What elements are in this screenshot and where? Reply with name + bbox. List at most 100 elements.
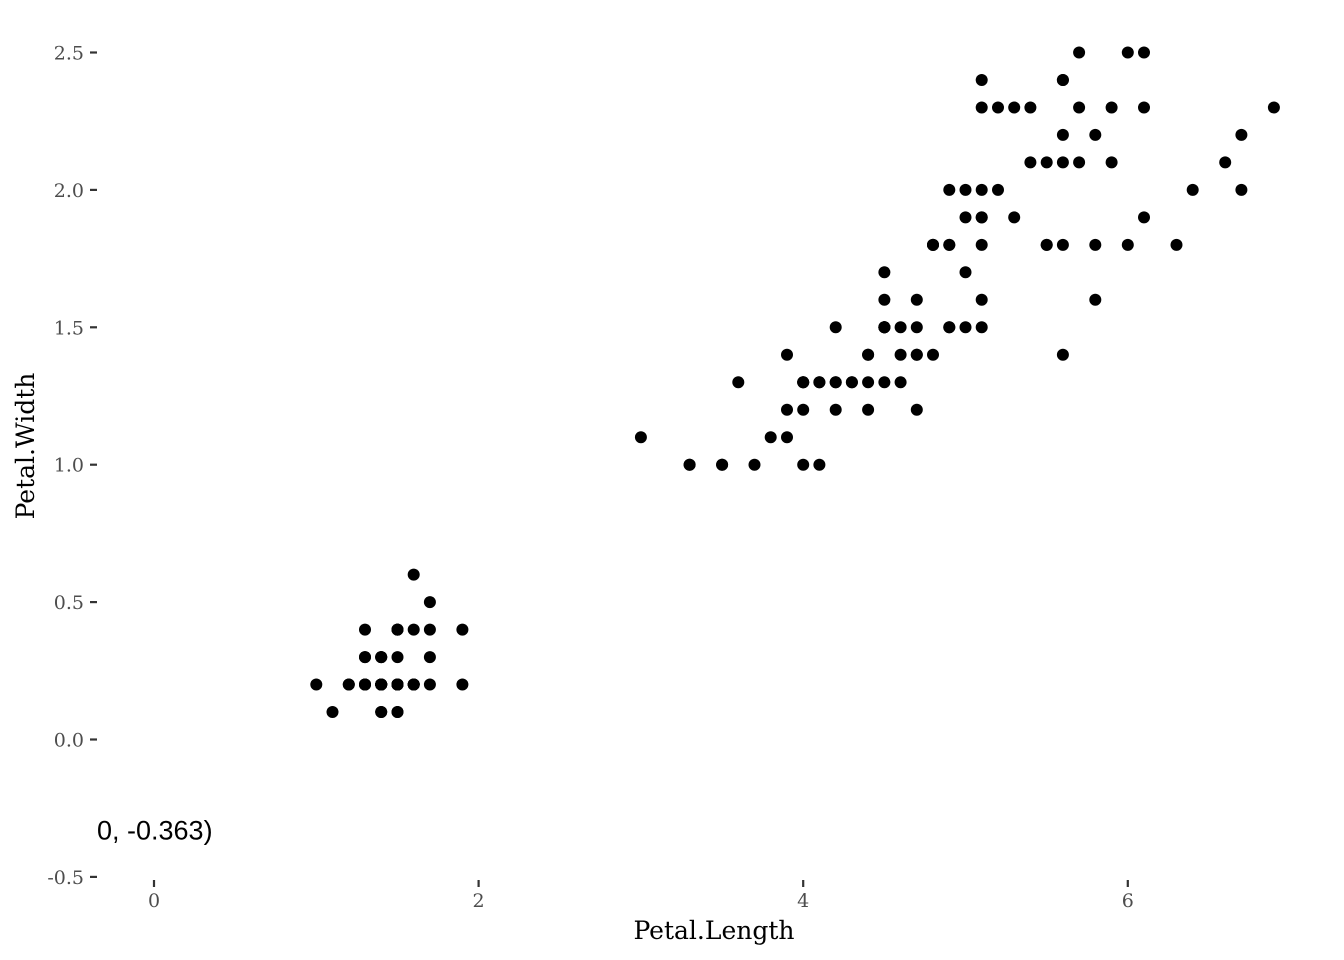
scatter-point: [910, 403, 923, 416]
scatter-point: [894, 348, 907, 361]
scatter-point: [1073, 101, 1086, 114]
scatter-point: [1138, 101, 1150, 114]
scatter-point: [829, 376, 842, 389]
y-tick-label: 1.5: [54, 317, 84, 339]
scatter-point: [375, 706, 388, 718]
scatter-point: [959, 321, 972, 334]
scatter-point: [959, 183, 972, 196]
scatter-point: [359, 651, 371, 664]
x-tick-label: 2: [473, 890, 485, 912]
scatter-point: [716, 458, 729, 471]
x-tick-label: 4: [797, 890, 809, 912]
scatter-point: [1121, 238, 1134, 251]
scatter-point: [764, 431, 777, 444]
scatter-point: [1219, 156, 1232, 169]
scatter-point: [975, 293, 988, 306]
scatter-point: [797, 458, 810, 471]
scatter-point: [326, 706, 339, 718]
scatter-point: [959, 266, 972, 279]
scatter-point: [748, 458, 761, 471]
scatter-point: [1056, 238, 1069, 251]
scatter-point: [845, 376, 858, 389]
scatter-point: [391, 623, 404, 636]
scatter-point: [992, 101, 1004, 114]
scatter-point: [391, 651, 404, 664]
scatter-point: [1056, 348, 1069, 361]
scatter-point: [391, 678, 404, 691]
scatter-point: [683, 458, 696, 471]
scatter-point: [1073, 156, 1086, 169]
scatter-point: [878, 376, 891, 389]
scatter-point: [975, 183, 988, 196]
scatter-point: [910, 293, 923, 306]
y-tick-label: 1.0: [54, 455, 84, 477]
scatter-point: [1089, 238, 1102, 251]
scatter-point: [1267, 101, 1280, 114]
scatter-point: [359, 678, 371, 691]
scatter-point: [894, 376, 907, 389]
scatter-point: [342, 678, 355, 691]
scatter-point: [310, 678, 323, 691]
scatter-point: [407, 678, 420, 691]
scatter-point: [423, 623, 436, 636]
scatter-point: [423, 651, 436, 664]
scatter-point: [634, 431, 647, 444]
scatter-point: [456, 678, 469, 691]
scatter-point: [862, 348, 875, 361]
x-axis: 0 2 4 6: [148, 880, 1134, 912]
scatter-point: [1056, 156, 1069, 169]
scatter-point: [927, 348, 939, 361]
scatter-point: [1235, 128, 1248, 141]
scatter-point: [878, 266, 891, 279]
scatter-point: [1235, 183, 1248, 196]
scatter-point: [423, 596, 436, 609]
scatter-point: [375, 651, 388, 664]
scatter-point: [407, 623, 420, 636]
y-tick-label: -0.5: [47, 867, 84, 889]
scatter-point: [1056, 74, 1069, 86]
y-tick-label: 0.0: [54, 730, 84, 752]
x-tick-label: 0: [148, 890, 160, 912]
scatter-point: [1170, 238, 1183, 251]
points-layer: [310, 46, 1280, 718]
scatter-point: [862, 403, 875, 416]
scatter-point: [975, 238, 988, 251]
scatter-point: [732, 376, 745, 389]
scatter-point: [975, 74, 988, 86]
scatter-point: [1073, 46, 1086, 59]
scatter-point: [781, 403, 793, 416]
scatter-point: [797, 376, 810, 389]
scatter-point: [975, 211, 988, 224]
scatter-point: [781, 431, 793, 444]
scatter-point: [813, 458, 826, 471]
scatter-point: [829, 321, 842, 334]
scatter-point: [781, 348, 793, 361]
scatter-point: [359, 623, 371, 636]
scatter-point: [456, 623, 469, 636]
scatter-point: [910, 348, 923, 361]
scatter-point: [910, 321, 923, 334]
scatter-point: [878, 321, 891, 334]
scatter-point: [943, 183, 956, 196]
scatter-point: [1138, 46, 1150, 59]
scatter-point: [829, 403, 842, 416]
y-axis-title: Petal.Width: [11, 373, 40, 520]
scatter-point: [975, 321, 988, 334]
scatter-point: [927, 238, 939, 251]
scatter-point: [1121, 46, 1134, 59]
x-tick-label: 6: [1122, 890, 1134, 912]
scatter-point: [1056, 128, 1069, 141]
scatter-point: [391, 706, 404, 718]
scatter-point: [1105, 101, 1118, 114]
scatter-point: [1186, 183, 1199, 196]
scatter-point: [1040, 156, 1053, 169]
scatter-point: [1105, 156, 1118, 169]
scatter-point: [1008, 211, 1021, 224]
y-tick-label: 2.5: [54, 43, 84, 65]
scatter-point: [943, 321, 956, 334]
scatter-point: [878, 293, 891, 306]
scatter-point: [943, 238, 956, 251]
scatter-point: [797, 403, 810, 416]
scatter-point: [375, 678, 388, 691]
